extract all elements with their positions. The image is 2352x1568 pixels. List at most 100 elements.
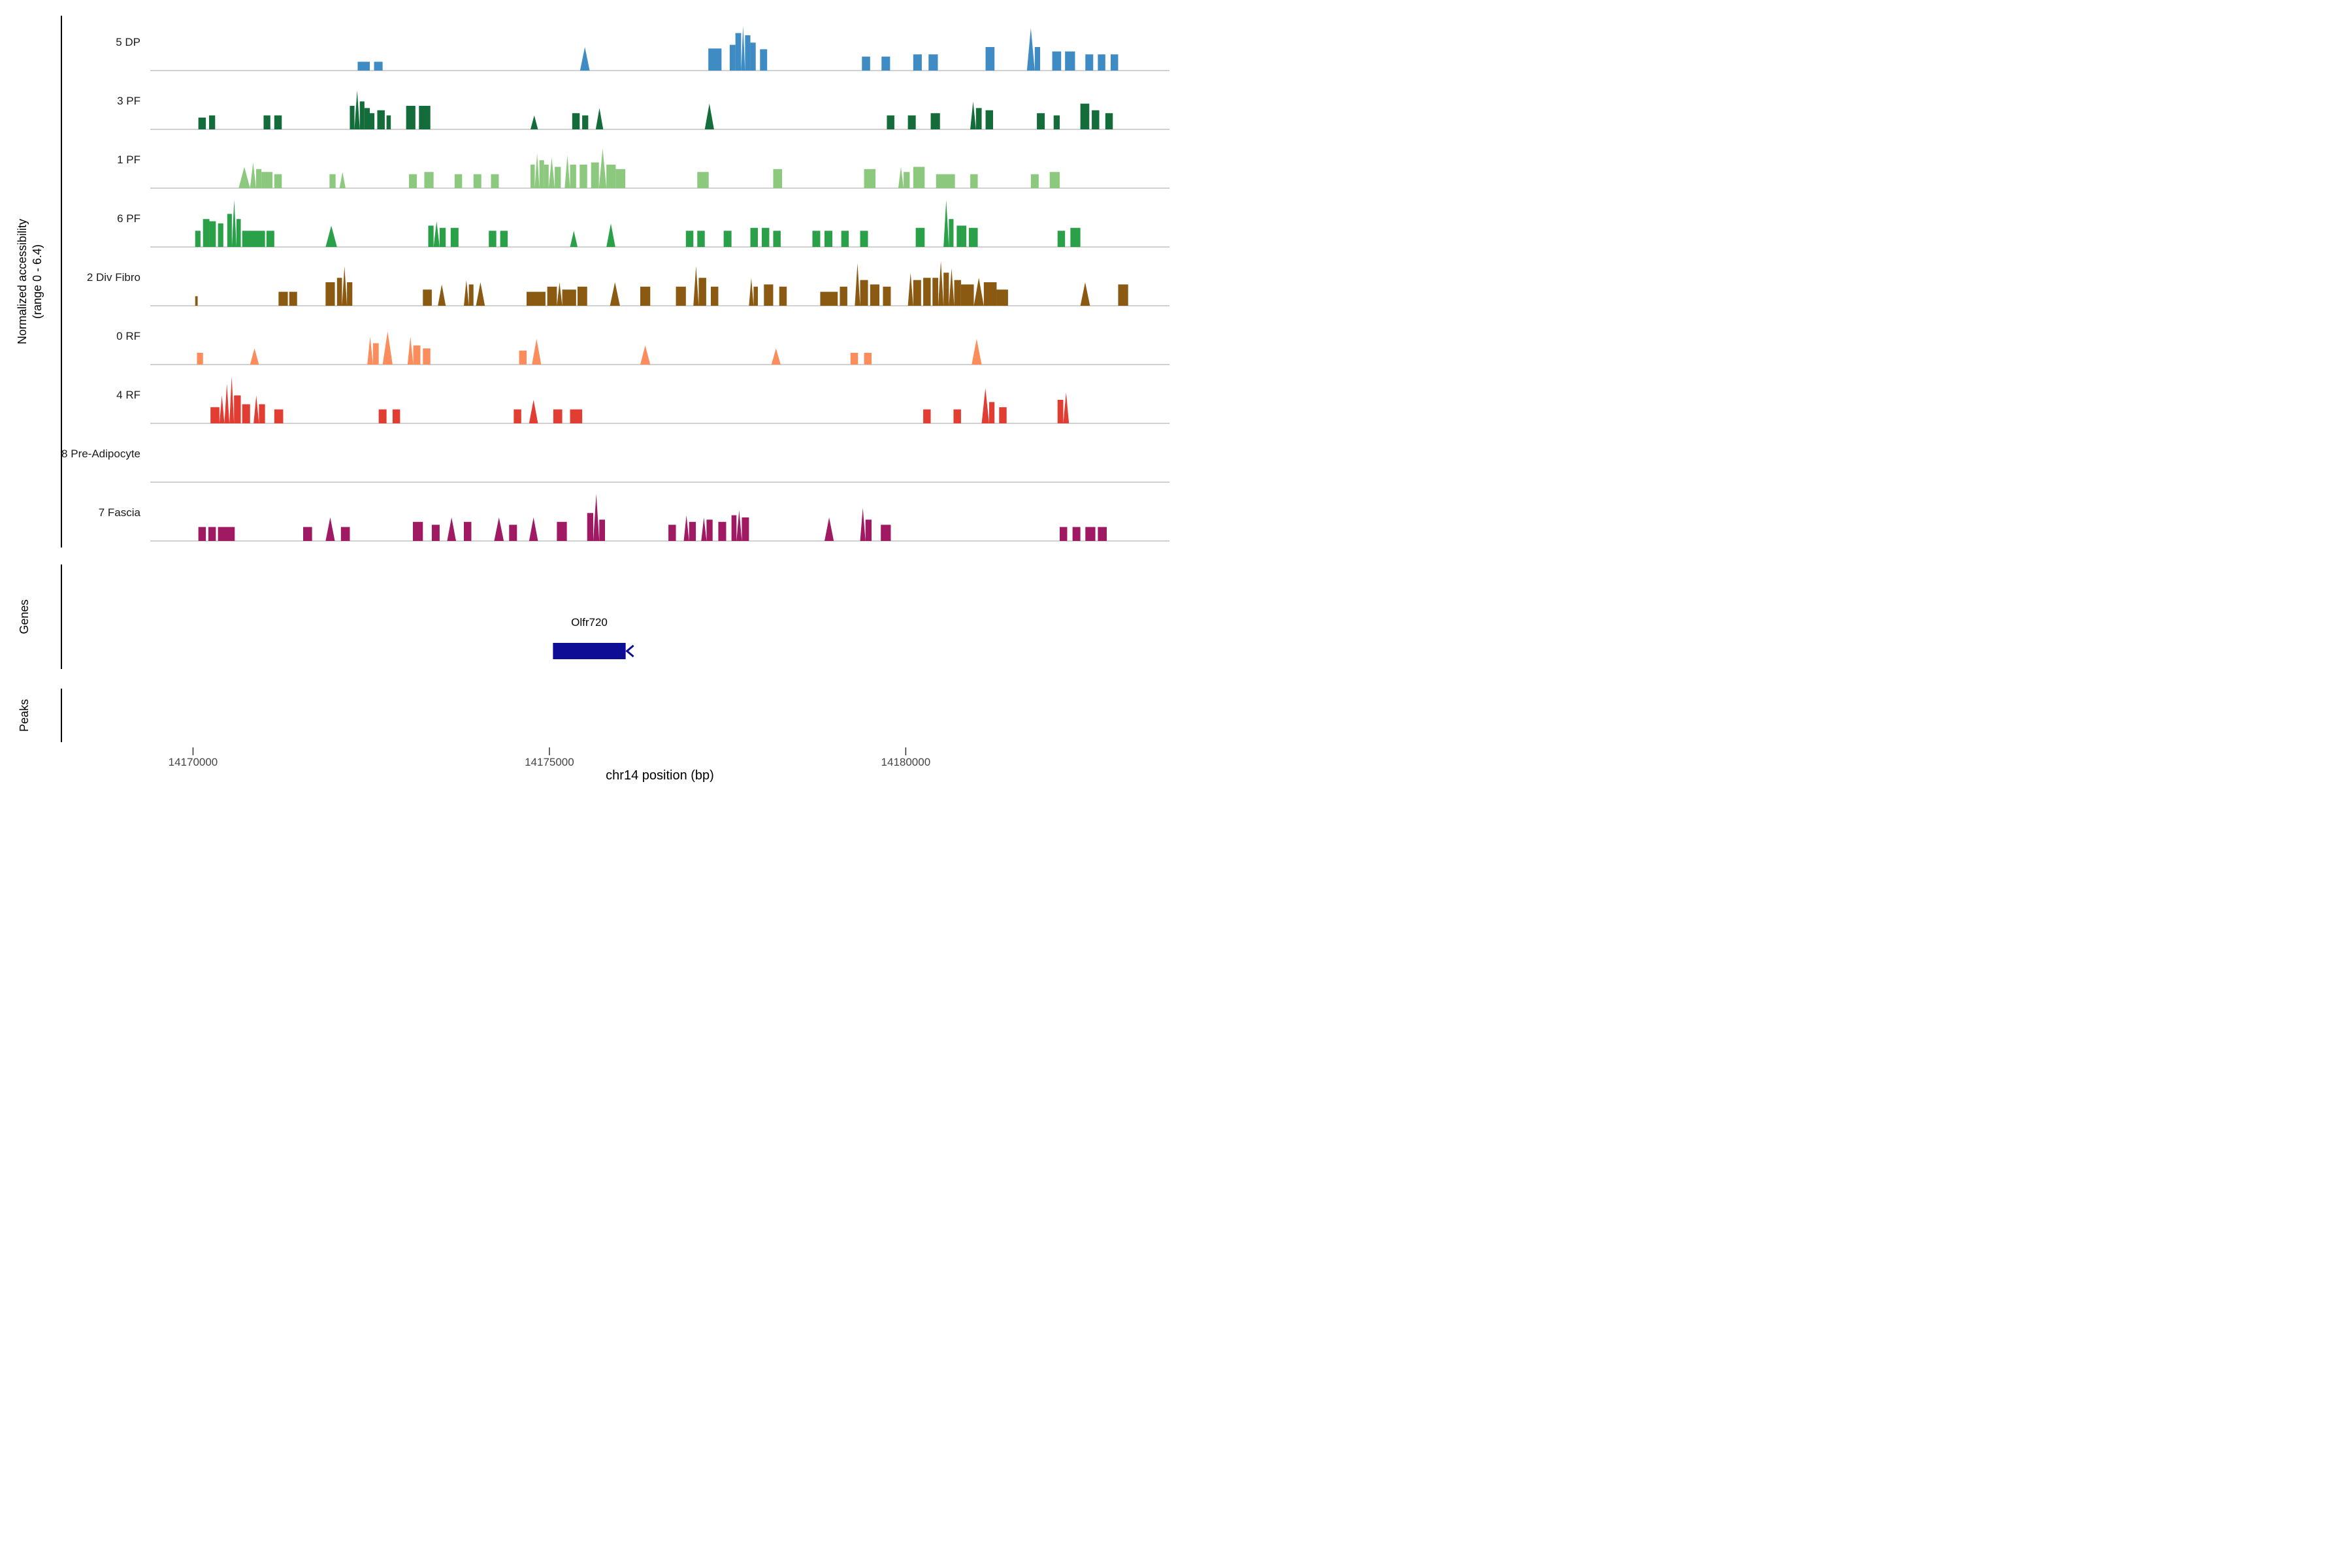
- x-axis-title: chr14 position (bp): [606, 768, 714, 783]
- coverage-peak: [557, 282, 563, 306]
- coverage-peak: [606, 165, 616, 188]
- coverage-peak: [860, 280, 868, 306]
- coverage-peak: [406, 106, 416, 129]
- coverage-peak: [742, 517, 749, 541]
- coverage-peak: [580, 47, 590, 71]
- coverage-peak: [923, 278, 931, 306]
- track-label: 8 Pre-Adipocyte: [61, 448, 140, 460]
- coverage-peak: [266, 231, 274, 247]
- coverage-peak: [970, 101, 976, 129]
- coverage-peak: [736, 510, 742, 541]
- coverage-peak: [367, 336, 373, 365]
- gene-name-label: Olfr720: [571, 616, 608, 629]
- coverage-peak: [972, 338, 982, 365]
- coverage-peak: [640, 286, 651, 306]
- coverage-peak: [750, 42, 756, 71]
- coverage-peak: [693, 266, 699, 306]
- coverage-peak: [697, 231, 705, 247]
- coverage-peak: [197, 353, 203, 365]
- track-label: 1 PF: [117, 154, 140, 166]
- track-5-dp: 5 DP: [116, 25, 1169, 71]
- coverage-peak: [534, 153, 540, 188]
- coverage-peak: [1030, 174, 1039, 188]
- coverage-peak: [1052, 51, 1062, 71]
- coverage-peak: [996, 289, 1008, 306]
- coverage-peak: [865, 519, 872, 541]
- track-3-pf: 3 PF: [117, 90, 1169, 130]
- coverage-peak: [374, 61, 383, 71]
- coverage-peak: [887, 115, 894, 129]
- coverage-peak: [424, 172, 434, 188]
- gene-body: [553, 643, 626, 659]
- coverage-peak: [423, 348, 431, 365]
- coverage-peak: [598, 148, 607, 188]
- coverage-peak: [1118, 284, 1128, 306]
- coverage-peak: [419, 106, 431, 129]
- coverage-peak: [224, 384, 230, 423]
- coverage-peak: [862, 56, 870, 71]
- coverage-peak: [706, 519, 713, 541]
- x-axis-tick-label: 14170000: [169, 756, 218, 768]
- coverage-peak: [883, 286, 891, 306]
- coverage-peak: [771, 348, 781, 365]
- coverage-peak: [514, 409, 521, 423]
- coverage-peak: [683, 515, 689, 541]
- coverage-peak: [718, 521, 727, 541]
- coverage-peak: [250, 162, 256, 188]
- coverage-peak: [491, 174, 499, 188]
- coverage-peak: [708, 48, 722, 71]
- coverage-peak: [753, 286, 758, 306]
- coverage-peak: [553, 409, 563, 423]
- coverage-peak: [932, 278, 938, 306]
- coverage-peak: [570, 409, 583, 423]
- coverage-peak: [382, 331, 393, 365]
- x-axis-tick-label: 14180000: [881, 756, 931, 768]
- coverage-peak: [685, 231, 694, 247]
- coverage-peak: [227, 214, 232, 247]
- coverage-peak: [870, 284, 879, 306]
- coverage-peak: [347, 282, 353, 306]
- track-8-pre-adipocyte: 8 Pre-Adipocyte: [61, 448, 1169, 483]
- coverage-peak: [237, 219, 241, 247]
- coverage-peak: [943, 272, 949, 306]
- track-1-pf: 1 PF: [117, 148, 1169, 189]
- coverage-peak: [701, 517, 707, 541]
- coverage-peak: [913, 280, 921, 306]
- coverage-peak: [1085, 527, 1096, 541]
- coverage-peak: [431, 525, 440, 541]
- track-label: 3 PF: [117, 95, 140, 107]
- coverage-peak: [357, 61, 370, 71]
- coverage-peak: [860, 508, 866, 541]
- coverage-peak: [591, 162, 599, 188]
- coverage-peak: [219, 395, 225, 423]
- coverage-peak: [1085, 54, 1094, 71]
- coverage-peak: [325, 517, 335, 541]
- coverage-peak: [494, 517, 504, 541]
- track-2-div-fibro: 2 Div Fibro: [87, 261, 1169, 306]
- coverage-peak: [198, 118, 206, 129]
- coverage-peak: [544, 165, 549, 188]
- coverage-peak: [1070, 227, 1081, 247]
- coverage-peak: [278, 291, 288, 306]
- coverage-peak: [985, 110, 993, 129]
- coverage-peak: [289, 291, 297, 306]
- coverage-peak: [943, 200, 949, 247]
- coverage-peak: [855, 263, 860, 306]
- coverage-peak: [529, 517, 538, 541]
- coverage-peak: [578, 286, 587, 306]
- coverage-peak: [303, 527, 312, 541]
- coverage-peak: [529, 400, 538, 423]
- coverage-peak: [325, 225, 337, 247]
- coverage-peak: [989, 402, 995, 423]
- coverage-peak: [881, 56, 890, 71]
- gene-olfr720: Olfr720: [553, 616, 634, 659]
- coverage-plot-page: Normalized accessibility (range 0 - 6.4)…: [0, 0, 1176, 784]
- coverage-peak: [1034, 47, 1040, 71]
- coverage-peak: [274, 409, 284, 423]
- coverage-peak: [762, 227, 770, 247]
- coverage-peak: [218, 223, 223, 247]
- coverage-peak: [698, 278, 706, 306]
- coverage-peak: [1037, 113, 1045, 129]
- track-label: 2 Div Fibro: [87, 271, 140, 284]
- coverage-peak: [640, 345, 651, 365]
